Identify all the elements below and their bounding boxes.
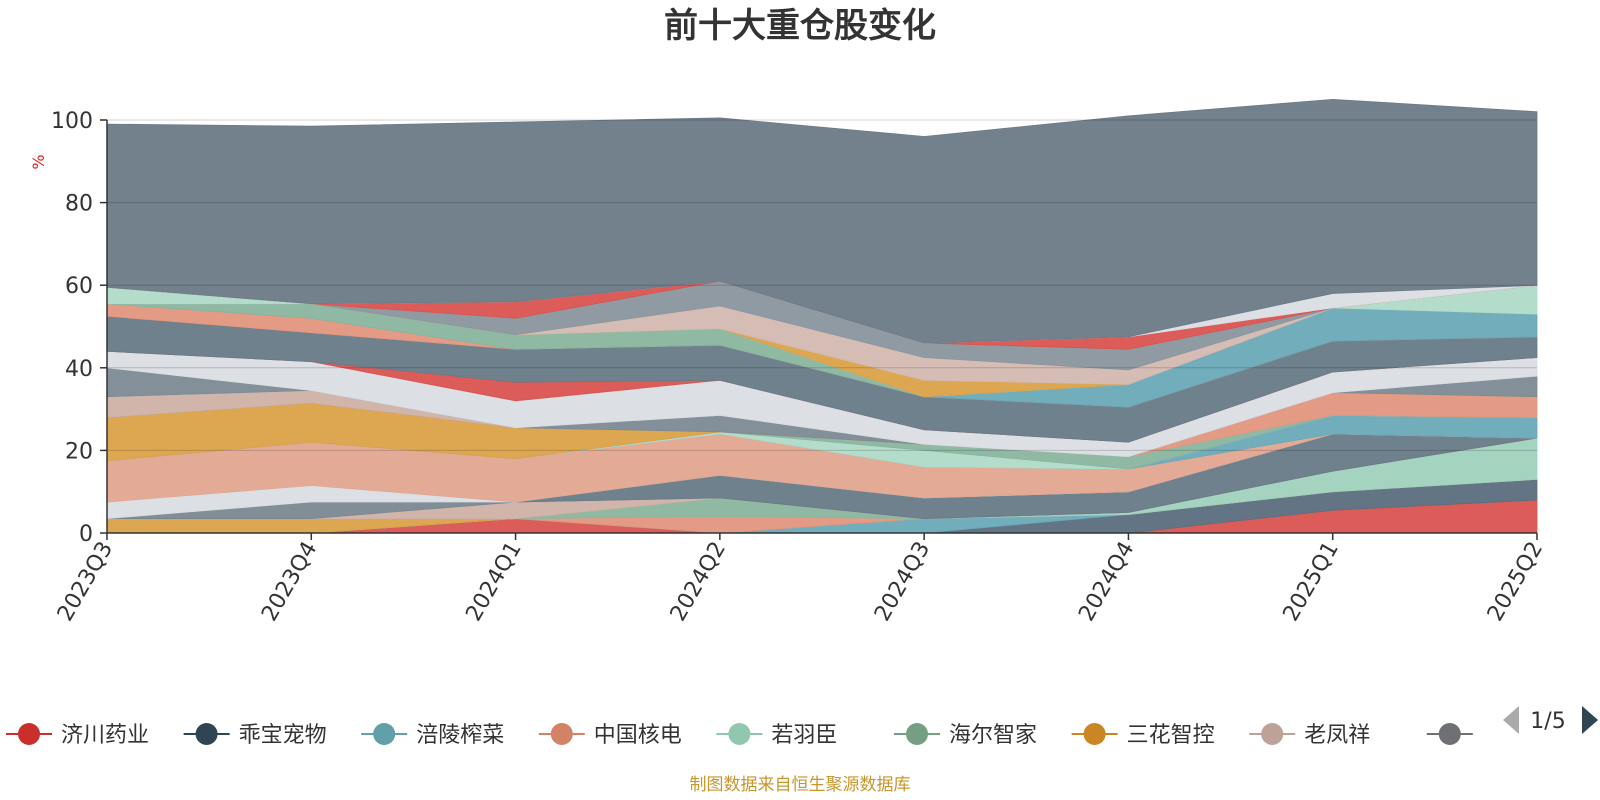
y-tick-label-5: 100	[51, 109, 93, 134]
legend-prev-page-icon[interactable]	[1503, 706, 1519, 734]
legend-item-7[interactable]: 老凤祥	[1249, 723, 1370, 748]
legend-item-1[interactable]: 乖宝宠物	[183, 723, 327, 748]
x-tick-label-0: 2023Q3	[53, 538, 118, 626]
legend-item-2[interactable]: 涪陵榨菜	[361, 723, 504, 748]
legend-label-2: 涪陵榨菜	[416, 723, 504, 748]
legend-item-8[interactable]: 潮宏基	[1426, 723, 1548, 748]
y-axis-unit-label: %	[29, 154, 48, 169]
legend-marker-icon-1	[195, 723, 218, 745]
data-source-note: 制图数据来自恒生聚源数据库	[690, 775, 911, 795]
legend-pager[interactable]: 1/5	[1503, 706, 1598, 734]
y-tick-label-3: 60	[65, 274, 93, 299]
legend-marker-icon-5	[906, 723, 928, 745]
legend: 济川药业 乖宝宠物 涪陵榨菜 中国核电 若羽臣 海尔智家 三花智控 老凤祥 潮宏基	[6, 723, 1548, 748]
legend-label-5: 海尔智家	[949, 723, 1037, 748]
legend-label-0: 济川药业	[61, 723, 149, 748]
legend-label-3: 中国核电	[594, 723, 682, 748]
legend-label-1: 乖宝宠物	[239, 723, 327, 748]
legend-label-8: 潮宏基	[1482, 723, 1548, 748]
area-series-33	[106, 98, 1538, 344]
area-layer	[106, 98, 1538, 534]
x-tick-label-5: 2024Q4	[1074, 538, 1139, 626]
y-tick-label-2: 40	[65, 357, 93, 382]
legend-marker-icon-2	[373, 723, 396, 745]
legend-next-page-icon[interactable]	[1582, 706, 1598, 734]
legend-item-4[interactable]: 若羽臣	[716, 723, 837, 748]
legend-marker-icon-8	[1438, 723, 1461, 745]
x-tick-label-4: 2024Q3	[870, 538, 935, 626]
x-tick-label-6: 2025Q1	[1279, 538, 1344, 626]
y-tick-label-0: 0	[79, 522, 93, 547]
legend-marker-icon-7	[1261, 723, 1284, 745]
gridlines	[107, 119, 1537, 451]
y-tick-label-4: 80	[65, 192, 93, 217]
legend-page-indicator: 1/5	[1530, 709, 1565, 734]
x-tick-label-2: 2024Q1	[461, 538, 526, 626]
x-tick-label-3: 2024Q2	[666, 538, 731, 626]
legend-item-0[interactable]: 济川药业	[6, 723, 149, 748]
chart-title: 前十大重仓股变化	[664, 6, 936, 46]
legend-label-6: 三花智控	[1127, 723, 1215, 748]
x-tick-label-7: 2025Q2	[1483, 538, 1548, 626]
legend-item-3[interactable]: 中国核电	[538, 723, 682, 748]
legend-marker-icon-6	[1083, 723, 1106, 745]
legend-label-7: 老凤祥	[1304, 723, 1370, 748]
y-tick-label-1: 20	[65, 439, 93, 464]
legend-item-6[interactable]: 三花智控	[1071, 723, 1215, 748]
legend-item-5[interactable]: 海尔智家	[894, 723, 1037, 748]
legend-marker-icon-4	[728, 723, 751, 745]
legend-marker-icon-0	[18, 723, 40, 745]
legend-marker-icon-3	[550, 723, 573, 745]
legend-label-4: 若羽臣	[771, 723, 837, 748]
x-tick-label-1: 2023Q4	[257, 538, 322, 626]
